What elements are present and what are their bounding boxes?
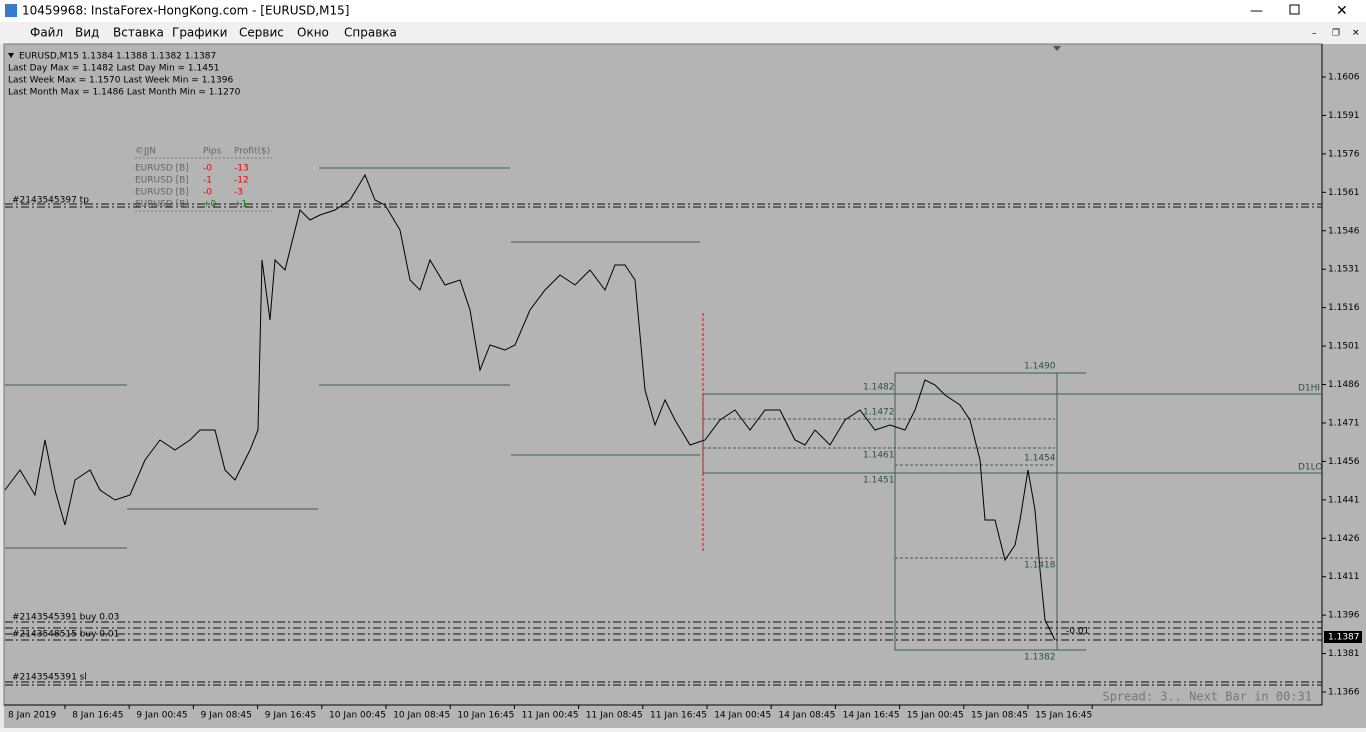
table-cell: EURUSD [B] xyxy=(135,176,189,186)
order-label: #2143548515 buy 0.01 xyxy=(12,630,119,640)
table-cell: +1 xyxy=(234,200,247,210)
level-label: 1.1418 xyxy=(1024,561,1056,571)
price-label: 1.1591 xyxy=(1328,111,1360,121)
level-label: D1LO xyxy=(1298,463,1322,473)
price-line xyxy=(4,173,1056,641)
level-label: 1.1382 xyxy=(1024,653,1056,663)
menu-bar xyxy=(0,22,1366,44)
info-line: Last Day Max = 1.1482 Last Day Min = 1.1… xyxy=(8,64,219,74)
level-label: 1.1472 xyxy=(863,408,895,418)
time-label: 11 Jan 08:45 xyxy=(586,711,643,721)
price-label: 1.1486 xyxy=(1328,380,1360,390)
table-cell: EURUSD [B] xyxy=(135,164,189,174)
table-cell: EURUSD [B] xyxy=(135,200,189,210)
time-label: 8 Jan 2019 xyxy=(8,711,56,721)
table-cell: -0 xyxy=(203,164,212,174)
time-label: 14 Jan 16:45 xyxy=(843,711,900,721)
price-label: 1.1411 xyxy=(1328,572,1360,582)
price-label: 1.1456 xyxy=(1328,457,1360,467)
table-cell: +0 xyxy=(203,200,217,210)
price-axis xyxy=(1322,44,1366,705)
time-axis xyxy=(4,705,1366,728)
level-label: 1.1454 xyxy=(1024,454,1056,464)
time-label: 10 Jan 00:45 xyxy=(329,711,386,721)
price-label: 1.1471 xyxy=(1328,418,1360,428)
level-lines xyxy=(5,167,1322,651)
chart-area xyxy=(3,43,1323,706)
price-label: 1.1441 xyxy=(1328,495,1360,505)
table-header: Profit($) xyxy=(234,147,270,157)
table-cell: -3 xyxy=(234,188,243,198)
price-label: 1.1501 xyxy=(1328,342,1360,352)
window-title: 10459968: InstaForex-HongKong.com - [EUR… xyxy=(22,4,349,18)
menu-item[interactable]: Окно xyxy=(297,26,329,40)
price-label: 1.1366 xyxy=(1328,688,1360,698)
time-label: 9 Jan 16:45 xyxy=(265,711,316,721)
table-cell: EURUSD [B] xyxy=(135,188,189,198)
child-close[interactable]: ✕ xyxy=(1352,29,1360,39)
time-label: 14 Jan 08:45 xyxy=(778,711,835,721)
price-label: 1.1546 xyxy=(1328,226,1360,236)
collapse-arrow xyxy=(8,53,14,58)
order-lines xyxy=(5,203,1322,686)
level-label: 1.1490 xyxy=(1024,362,1056,372)
table-cell: -12 xyxy=(234,176,249,186)
table-cell: -13 xyxy=(234,164,249,174)
time-label: 8 Jan 16:45 xyxy=(72,711,123,721)
time-label: 9 Jan 08:45 xyxy=(201,711,252,721)
price-label: 1.1576 xyxy=(1328,149,1360,159)
menu-item[interactable]: Файл xyxy=(30,26,63,40)
app-icon xyxy=(5,4,17,17)
current-price: 1.1387 xyxy=(1328,633,1360,643)
time-label: 11 Jan 16:45 xyxy=(650,711,707,721)
time-label: 15 Jan 16:45 xyxy=(1035,711,1092,721)
table-header: ©JJN xyxy=(135,147,156,157)
menu-item[interactable]: Сервис xyxy=(239,26,284,40)
time-label: 9 Jan 00:45 xyxy=(136,711,187,721)
order-label: #2143545391 buy 0.03 xyxy=(12,613,119,623)
price-label: 1.1381 xyxy=(1328,649,1360,659)
menu-item[interactable]: Вид xyxy=(75,26,99,40)
level-labels: 1.1490 1.1482 1.1472 1.1461 1.1451 1.145… xyxy=(863,362,1322,663)
time-label: 11 Jan 00:45 xyxy=(522,711,579,721)
price-label: 1.1561 xyxy=(1328,188,1360,198)
close[interactable]: ✕ xyxy=(1336,3,1348,19)
current-price-box xyxy=(1324,631,1362,643)
table-cell: -0 xyxy=(203,188,212,198)
level-label: 1.1482 xyxy=(863,383,895,393)
menu-item[interactable]: Справка xyxy=(344,26,397,40)
menu-item[interactable]: Графики xyxy=(172,26,227,40)
table-header: Pips xyxy=(203,147,221,157)
price-label: 1.1516 xyxy=(1328,303,1360,313)
order-labels: #2143545397 tp #2143545391 buy 0.03 #214… xyxy=(12,196,119,683)
minimize[interactable]: — xyxy=(1250,4,1263,19)
price-label: 1.1426 xyxy=(1328,534,1360,544)
price-label: 1.1606 xyxy=(1328,73,1360,83)
time-label: 10 Jan 16:45 xyxy=(457,711,514,721)
level-label: 1.1451 xyxy=(863,476,895,486)
info-line: Last Week Max = 1.1570 Last Week Min = 1… xyxy=(8,76,233,86)
info-line: Last Month Max = 1.1486 Last Month Min =… xyxy=(8,88,241,98)
price-label: 1.1396 xyxy=(1328,611,1360,621)
level-label: D1HI xyxy=(1298,384,1320,394)
table-cell: -1 xyxy=(203,176,212,186)
time-label: 10 Jan 08:45 xyxy=(393,711,450,721)
order-label: #2143545397 tp xyxy=(12,196,89,206)
title-bar xyxy=(0,0,1366,22)
menu-item[interactable]: Вставка xyxy=(113,26,164,40)
info-line: EURUSD,M15 1.1384 1.1388 1.1382 1.1387 xyxy=(19,52,216,62)
child-restore[interactable]: ❐ xyxy=(1332,29,1340,39)
time-label: 15 Jan 08:45 xyxy=(971,711,1028,721)
level-label: 1.1461 xyxy=(863,451,895,461)
time-label: 15 Jan 00:45 xyxy=(907,711,964,721)
price-label: 1.1531 xyxy=(1328,265,1360,275)
order-label: #2143545391 sl xyxy=(12,673,87,683)
child-min[interactable]: – xyxy=(1312,29,1317,39)
level-label: -0.01 xyxy=(1066,627,1089,637)
status-text: Spread: 3.. Next Bar in 00:31 xyxy=(1102,690,1312,704)
dashed-levels xyxy=(703,418,1055,559)
time-label: 14 Jan 00:45 xyxy=(714,711,771,721)
maximize[interactable] xyxy=(1289,4,1300,15)
